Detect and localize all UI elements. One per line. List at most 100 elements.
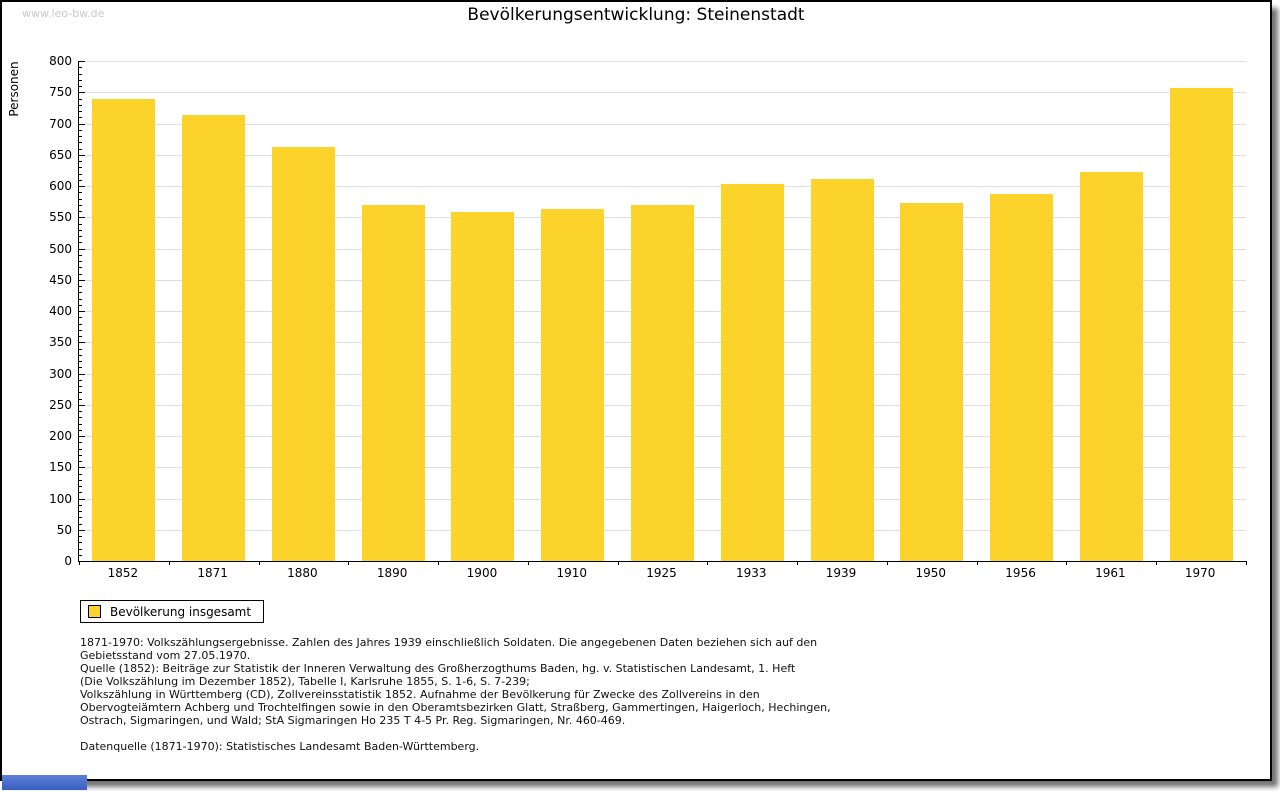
x-tick-label: 1880 [287,566,318,580]
gridline [79,61,1246,62]
y-minor-tick [79,417,82,419]
y-major-tick [79,248,85,250]
x-boundary-tick [797,561,799,565]
y-minor-tick [79,486,82,487]
bar-1890 [361,204,425,561]
x-tick-label: 1890 [376,566,408,580]
y-minor-tick [79,329,82,331]
bar-1925 [631,204,694,561]
y-minor-tick [79,554,82,556]
x-boundary-tick [438,561,440,565]
y-minor-tick [79,104,82,106]
bar-1939 [810,178,874,561]
chart-title: Bevölkerungsentwicklung: Steinenstadt [467,5,805,25]
y-minor-tick [79,161,82,162]
x-tick-label: 1871 [197,566,228,580]
y-minor-tick [79,548,82,550]
y-minor-tick [79,379,82,381]
y-tick-label: 650 [49,147,72,162]
y-minor-tick [79,348,82,350]
footer-note-line: Quelle (1852): Beiträge zur Statistik de… [80,662,796,675]
y-tick-label: 400 [49,304,72,318]
footer-datasource: Datenquelle (1871-1970): Statistisches L… [80,740,480,753]
x-boundary-tick [168,561,170,565]
y-minor-tick [79,204,82,206]
x-tick-label: 1910 [556,566,587,580]
y-minor-tick [79,273,82,275]
y-major-tick [79,217,85,219]
y-minor-tick [79,448,82,450]
y-tick-label: 250 [49,397,72,412]
y-minor-tick [79,479,82,481]
y-minor-tick [79,317,82,319]
footer-note-line: Obervogteiämtern Achberg und Trochtelfin… [80,701,831,714]
x-tick-label: 1900 [466,566,498,580]
blue-status-strip [2,775,87,790]
y-minor-tick [79,392,82,394]
y-major-tick [79,467,85,469]
y-tick-label: 200 [49,429,72,443]
x-tick-label: 1961 [1095,566,1126,580]
y-minor-tick [79,98,82,100]
y-minor-tick [79,492,82,494]
y-minor-tick [79,167,82,169]
x-boundary-tick [1066,561,1068,565]
y-minor-tick [79,211,82,212]
gridline [79,186,1246,187]
y-minor-tick [79,117,82,119]
y-minor-tick [79,442,82,444]
x-tick-label: 1950 [915,566,947,580]
y-minor-tick [79,236,82,237]
x-boundary-tick [886,561,888,565]
y-minor-tick [79,179,82,181]
y-minor-tick [79,536,82,537]
y-tick-label: 550 [49,210,72,225]
y-major-tick [79,373,85,375]
y-minor-tick [79,517,82,519]
y-tick-label: 50 [56,522,72,537]
y-minor-tick [79,142,82,144]
x-tick-label: 1925 [646,566,677,580]
x-boundary-tick [1156,561,1158,565]
gridline [79,154,1246,156]
bar-1933 [720,184,784,561]
x-boundary-tick [617,561,619,565]
y-minor-tick [79,398,82,400]
y-major-tick [79,436,85,437]
footer-note-line: Ostrach, Sigmaringen, und Wald; StA Sigm… [80,714,626,727]
x-boundary-tick [79,561,80,565]
y-minor-tick [79,386,82,387]
x-boundary-tick [1246,561,1247,565]
y-minor-tick [79,86,82,87]
y-minor-tick [79,223,82,225]
y-major-tick [79,279,85,281]
y-minor-tick [79,298,82,300]
y-minor-tick [79,198,82,200]
legend-label: Bevölkerung insgesamt [110,604,252,619]
bar-1956 [990,194,1054,561]
bar-1950 [900,202,964,561]
gridline [79,123,1246,125]
bar-1880 [271,146,335,561]
y-tick-label: 100 [49,491,72,506]
y-minor-tick [79,286,82,287]
y-minor-tick [79,454,82,456]
plot-area [78,61,1247,565]
bar-1910 [541,208,605,561]
y-minor-tick [79,361,82,362]
gridline [79,92,1246,94]
y-minor-tick [79,73,82,75]
y-minor-tick [79,473,82,475]
y-minor-tick [79,148,82,150]
footer-notes: 1871-1970: Volkszählungsergebnisse. Zahl… [80,636,1200,727]
footer-note-line: Gebietsstand vom 27.05.1970. [80,649,251,662]
y-minor-tick [79,523,82,525]
y-major-tick [79,92,85,94]
bar-1900 [451,211,515,561]
y-minor-tick [79,267,82,269]
y-minor-tick [79,292,82,294]
x-boundary-tick [348,561,350,565]
y-tick-label: 700 [49,116,72,131]
